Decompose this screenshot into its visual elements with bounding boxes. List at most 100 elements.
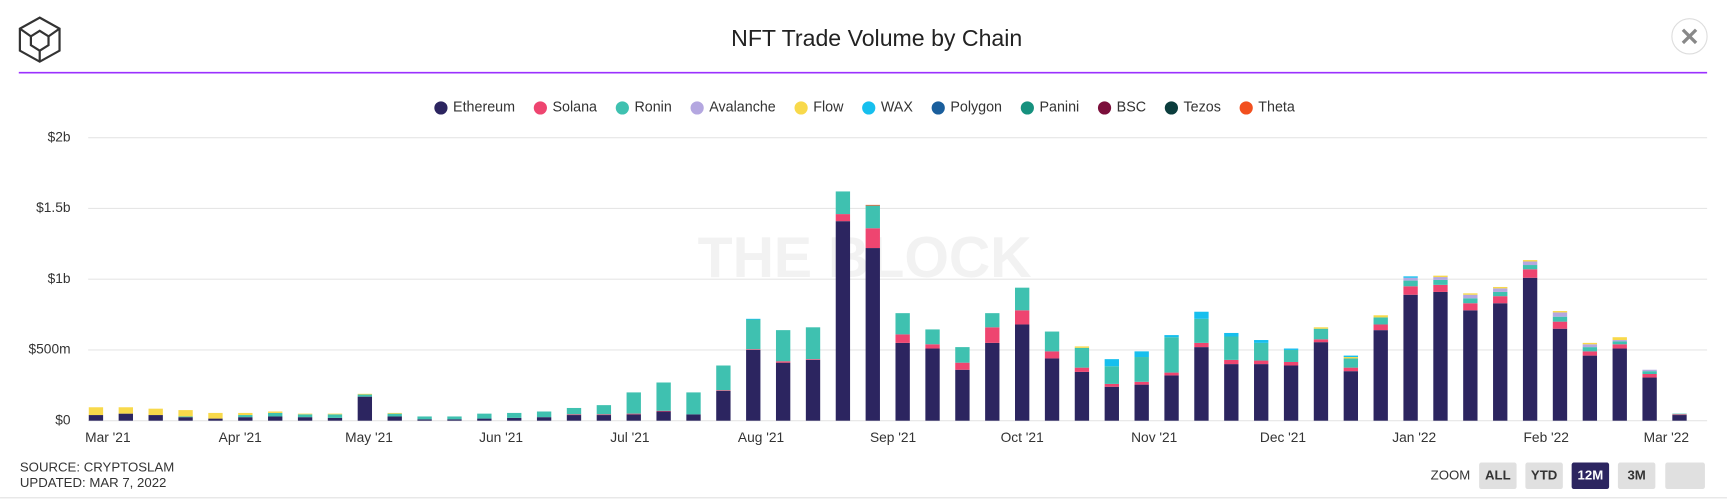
zoom-button-label: 3M bbox=[1627, 467, 1645, 482]
bar-segment bbox=[148, 408, 163, 416]
bar-segment bbox=[268, 416, 283, 421]
bar-segment bbox=[1224, 332, 1239, 337]
zoom-button[interactable]: 3M bbox=[1617, 462, 1656, 489]
legend-label: Ronin bbox=[634, 100, 671, 116]
zoom-button[interactable]: 12M bbox=[1571, 462, 1610, 489]
bar-segment bbox=[447, 419, 462, 421]
source-note: SOURCE: CRYPTOSLAM bbox=[20, 460, 174, 475]
bar-segment bbox=[1074, 347, 1090, 368]
bar-segment bbox=[1642, 377, 1657, 421]
bar-segment bbox=[1044, 351, 1060, 359]
x-tick-label: Mar '21 bbox=[85, 430, 130, 445]
bar-segment bbox=[1672, 415, 1687, 421]
legend-marker bbox=[1239, 101, 1253, 115]
bar-segment bbox=[357, 394, 373, 397]
bar-segment bbox=[297, 414, 313, 418]
bar-segment bbox=[1612, 348, 1627, 421]
bar-segment bbox=[1403, 280, 1418, 287]
bar-segment bbox=[775, 330, 791, 362]
bar-segment bbox=[327, 417, 343, 421]
x-tick-label: Feb '22 bbox=[1524, 430, 1569, 445]
bar-segment bbox=[1313, 328, 1329, 340]
bar-segment bbox=[1582, 355, 1598, 421]
bar-segment bbox=[746, 349, 761, 350]
legend-label: BSC bbox=[1117, 100, 1146, 116]
bar-segment bbox=[626, 414, 641, 421]
legend-marker bbox=[1164, 101, 1179, 115]
bar-segment bbox=[238, 417, 253, 421]
bar-segment bbox=[118, 413, 133, 421]
bar-segment bbox=[596, 415, 612, 421]
bar-segment bbox=[626, 413, 641, 415]
legend-marker bbox=[1097, 101, 1112, 115]
zoom-button[interactable] bbox=[1665, 462, 1705, 489]
bar-segment bbox=[865, 228, 880, 249]
bar-segment bbox=[895, 313, 910, 335]
bar-segment bbox=[1463, 303, 1478, 311]
bar-segment bbox=[895, 342, 910, 421]
bar-segment bbox=[925, 348, 940, 421]
bar-segment bbox=[656, 382, 671, 411]
bar-segment bbox=[1612, 337, 1627, 341]
bar-segment bbox=[477, 418, 492, 421]
bar-segment bbox=[1522, 260, 1538, 262]
bar-segment bbox=[1194, 347, 1209, 421]
bar-segment bbox=[1493, 286, 1508, 289]
bar-segment bbox=[835, 191, 851, 215]
bar-segment bbox=[1642, 369, 1657, 372]
legend-label: Polygon bbox=[950, 100, 1002, 116]
x-tick-label: Jan '22 bbox=[1392, 430, 1436, 445]
bar-segment bbox=[1552, 328, 1568, 421]
bar-segment bbox=[566, 407, 582, 415]
bar-segment bbox=[1254, 360, 1269, 365]
legend-label: Flow bbox=[813, 100, 844, 116]
bar-segment bbox=[1104, 383, 1119, 387]
bar-segment bbox=[955, 347, 970, 363]
bar-segment bbox=[1433, 279, 1448, 285]
bar-segment bbox=[596, 405, 612, 415]
bar-segment bbox=[1433, 291, 1448, 421]
bar-segment bbox=[536, 417, 552, 421]
bar-segment bbox=[1433, 275, 1448, 278]
bar-segment bbox=[1463, 298, 1478, 304]
bar-segment bbox=[178, 417, 193, 421]
zoom-button-bg bbox=[1571, 462, 1610, 489]
bar-segment bbox=[1552, 316, 1568, 322]
bar-segment bbox=[985, 342, 1000, 421]
bar-segment bbox=[1612, 344, 1627, 349]
bar-segment bbox=[417, 416, 432, 420]
bar-segment bbox=[865, 248, 880, 421]
bar-segment bbox=[1493, 288, 1508, 292]
bar-segment bbox=[1254, 364, 1269, 421]
bar-segment bbox=[746, 319, 761, 350]
zoom-button[interactable]: ALL bbox=[1479, 462, 1517, 489]
legend-marker bbox=[862, 101, 876, 115]
bar-segment bbox=[1104, 359, 1119, 367]
zoom-button[interactable]: YTD bbox=[1525, 462, 1563, 489]
bar-segment bbox=[1104, 366, 1119, 384]
legend-marker bbox=[794, 101, 808, 115]
zoom-button-label: YTD bbox=[1531, 467, 1557, 482]
legend-label: Avalanche bbox=[709, 100, 776, 116]
bar-segment bbox=[1283, 348, 1299, 350]
bar-segment bbox=[1433, 277, 1448, 280]
bar-segment bbox=[297, 413, 313, 415]
bar-segment bbox=[955, 369, 970, 421]
bar-segment bbox=[1672, 413, 1687, 415]
legend-label: WAX bbox=[881, 100, 913, 116]
x-tick-label: Aug '21 bbox=[738, 430, 784, 445]
zoom-label: ZOOM bbox=[1431, 467, 1471, 482]
bar-segment bbox=[1224, 336, 1239, 360]
close-button[interactable] bbox=[1671, 18, 1708, 55]
bar-segment bbox=[1134, 384, 1149, 421]
legend-marker bbox=[615, 101, 629, 115]
x-tick-label: Oct '21 bbox=[1001, 430, 1044, 445]
x-tick-label: Nov '21 bbox=[1131, 430, 1177, 445]
y-tick-label: $1.5b bbox=[36, 200, 71, 215]
bar-segment bbox=[536, 411, 552, 418]
bar-segment bbox=[357, 393, 373, 395]
bar-segment bbox=[1164, 375, 1179, 421]
bar-segment bbox=[1313, 327, 1329, 329]
bar-segment bbox=[1313, 342, 1329, 421]
y-tick-label: $500m bbox=[29, 342, 71, 357]
